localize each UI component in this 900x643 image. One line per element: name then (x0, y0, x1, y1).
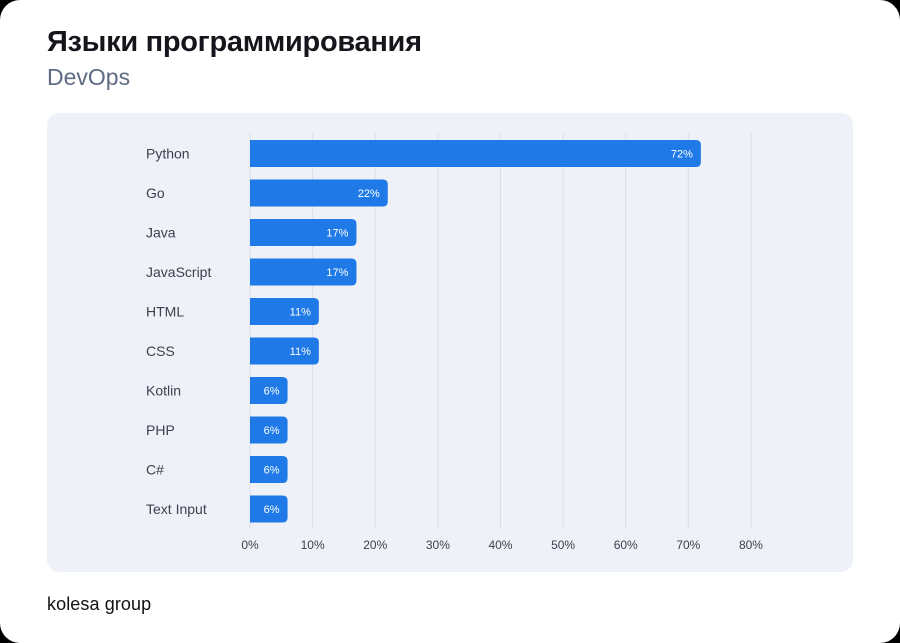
category-label: PHP (146, 422, 175, 438)
x-tick-label: 50% (551, 538, 575, 552)
bar (250, 219, 357, 246)
category-label: Kotlin (146, 383, 181, 399)
labels-layer: 0% 10% 20% 30% 40% 50% 60% 70% 80% Python 72% Go 22%… (146, 146, 763, 553)
bar-value-label: 6% (264, 425, 280, 437)
x-tick-label: 20% (363, 538, 387, 552)
category-label: JavaScript (146, 264, 211, 280)
bar-value-label: 17% (326, 267, 348, 279)
x-tick-label: 0% (241, 538, 259, 552)
chart-subtitle: DevOps (47, 64, 131, 90)
category-label: Go (146, 185, 165, 201)
bar (250, 337, 319, 365)
bar (250, 140, 701, 167)
category-label: Java (146, 225, 176, 241)
bar (250, 456, 288, 483)
category-label: CSS (146, 343, 175, 359)
category-label: Python (146, 146, 190, 162)
x-tick-label: 40% (488, 538, 512, 552)
bar (250, 298, 319, 325)
bar-value-label: 17% (326, 228, 348, 240)
category-label: Text Input (146, 501, 207, 517)
brand-logo-text: kolesa group (47, 594, 152, 614)
bar (250, 179, 388, 207)
bar-value-label: 6% (264, 465, 280, 477)
bar (250, 258, 357, 286)
bar-value-label: 72% (671, 149, 693, 161)
category-label: C# (146, 462, 164, 478)
x-tick-label: 60% (614, 538, 638, 552)
bar-value-label: 6% (264, 504, 280, 516)
category-label: HTML (146, 304, 184, 320)
bar (250, 495, 288, 523)
chart-panel (47, 113, 853, 572)
bar-value-label: 11% (290, 307, 311, 319)
bars-layer (250, 140, 701, 523)
x-tick-label: 70% (676, 538, 700, 552)
bar-value-label: 11% (290, 346, 311, 358)
bar (250, 377, 288, 404)
x-tick-label: 30% (426, 538, 450, 552)
bar-value-label: 22% (358, 188, 380, 200)
bar-value-label: 6% (264, 386, 280, 398)
x-tick-label: 10% (301, 538, 325, 552)
x-tick-label: 80% (739, 538, 763, 552)
bar (250, 416, 288, 444)
chart-title: Языки программирования (47, 26, 422, 58)
